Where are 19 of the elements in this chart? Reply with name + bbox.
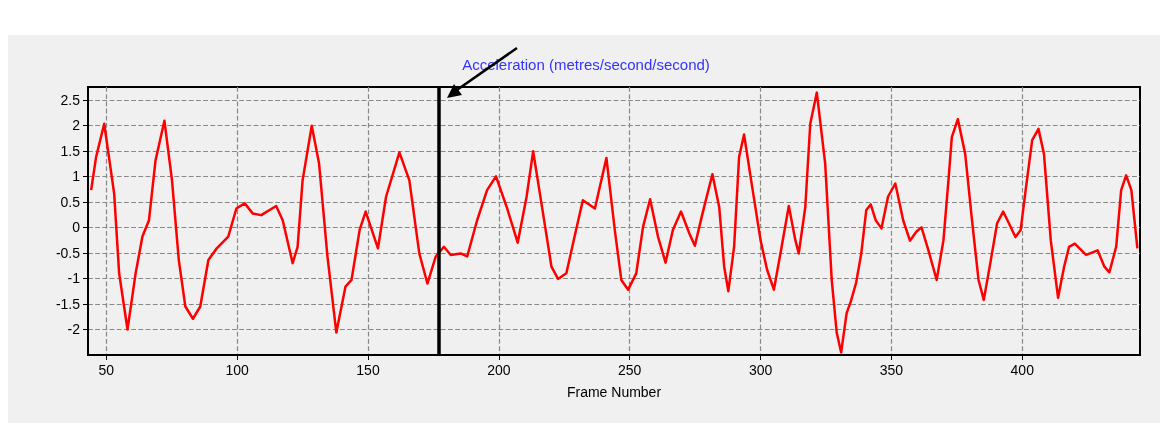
y-tick-label: -1.5 [55, 295, 81, 312]
y-tick-label: -1 [67, 270, 81, 287]
y-tick-label: -2 [67, 321, 81, 338]
y-tick-label: 0 [72, 219, 81, 236]
x-axis-title: Frame Number [566, 384, 662, 400]
y-tick-label: 2.5 [60, 91, 81, 108]
x-tick-label: 400 [1010, 362, 1035, 378]
y-tick-label: 1.5 [60, 142, 81, 159]
x-tick-label: 250 [618, 362, 642, 378]
y-tick-label: 0.5 [60, 193, 81, 210]
x-tick-label: 300 [748, 362, 773, 378]
y-tick-label: 1 [72, 168, 81, 185]
x-tick-label: 150 [356, 362, 380, 378]
y-tick-label: -0.5 [55, 244, 81, 261]
x-tick-label: 100 [225, 362, 250, 378]
x-tick-label: 200 [487, 362, 511, 378]
x-tick-label: 50 [98, 362, 115, 378]
y-tick-label: 2 [72, 117, 81, 134]
x-tick-label: 350 [879, 362, 904, 378]
